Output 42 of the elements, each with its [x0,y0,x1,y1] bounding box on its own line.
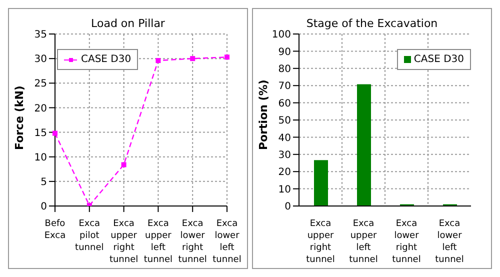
y-tick-label: 10 [34,152,47,164]
y-tick-label: 30 [278,150,291,161]
y-tick-label: 0 [284,202,291,213]
point [190,56,196,62]
y-tick-label: 20 [278,167,291,178]
y-tick-label: 0 [40,202,47,213]
x-tick-label: Exca upper left tunnel [349,219,378,265]
y-tick-label: 80 [278,64,291,75]
y-tick-label: 25 [34,78,47,90]
chart-title: Stage of the Excavation [305,17,439,30]
point [224,54,230,60]
y-tick-label: 10 [278,184,291,196]
legend-label: CASE D30 [414,54,464,65]
y-tick-label: 5 [40,176,47,188]
y-tick-label: 100 [272,30,291,41]
x-tick-label: Exca lower left tunnel [435,219,464,265]
x-tick-label: Exca upper left tunnel [144,219,173,265]
y-axis-title: Force (kN) [12,86,26,150]
bar [314,160,328,206]
x-tick-label: Exca lower right tunnel [178,219,207,265]
x-tick-label: Exca upper right tunnel [306,219,335,265]
point [52,130,58,136]
point [121,162,126,168]
chart-title: Load on Pillar [90,17,166,30]
y-tick-label: 40 [278,132,291,144]
y-tick-label: 30 [34,54,47,66]
y-tick-label: 50 [278,116,291,127]
y-tick-label: 70 [278,81,291,92]
point [156,58,161,64]
bar [357,84,371,206]
legend-label: CASE D30 [81,54,132,65]
x-tick-label: Exca pilot tunnel [75,219,104,253]
y-tick-label: 60 [278,98,291,110]
y-tick-label: 20 [34,103,47,114]
y-tick-label: 90 [278,46,291,58]
y-tick-label: 35 [34,30,47,41]
x-tick-label: Exca upper right tunnel [109,219,138,265]
x-tick-label: Befo Exca [44,219,66,241]
x-tick-label: Exca lower left tunnel [212,219,242,265]
y-tick-label: 15 [34,128,47,139]
x-tick-label: Exca lower right tunnel [392,219,421,265]
y-axis-title: Portion (%) [256,80,270,150]
